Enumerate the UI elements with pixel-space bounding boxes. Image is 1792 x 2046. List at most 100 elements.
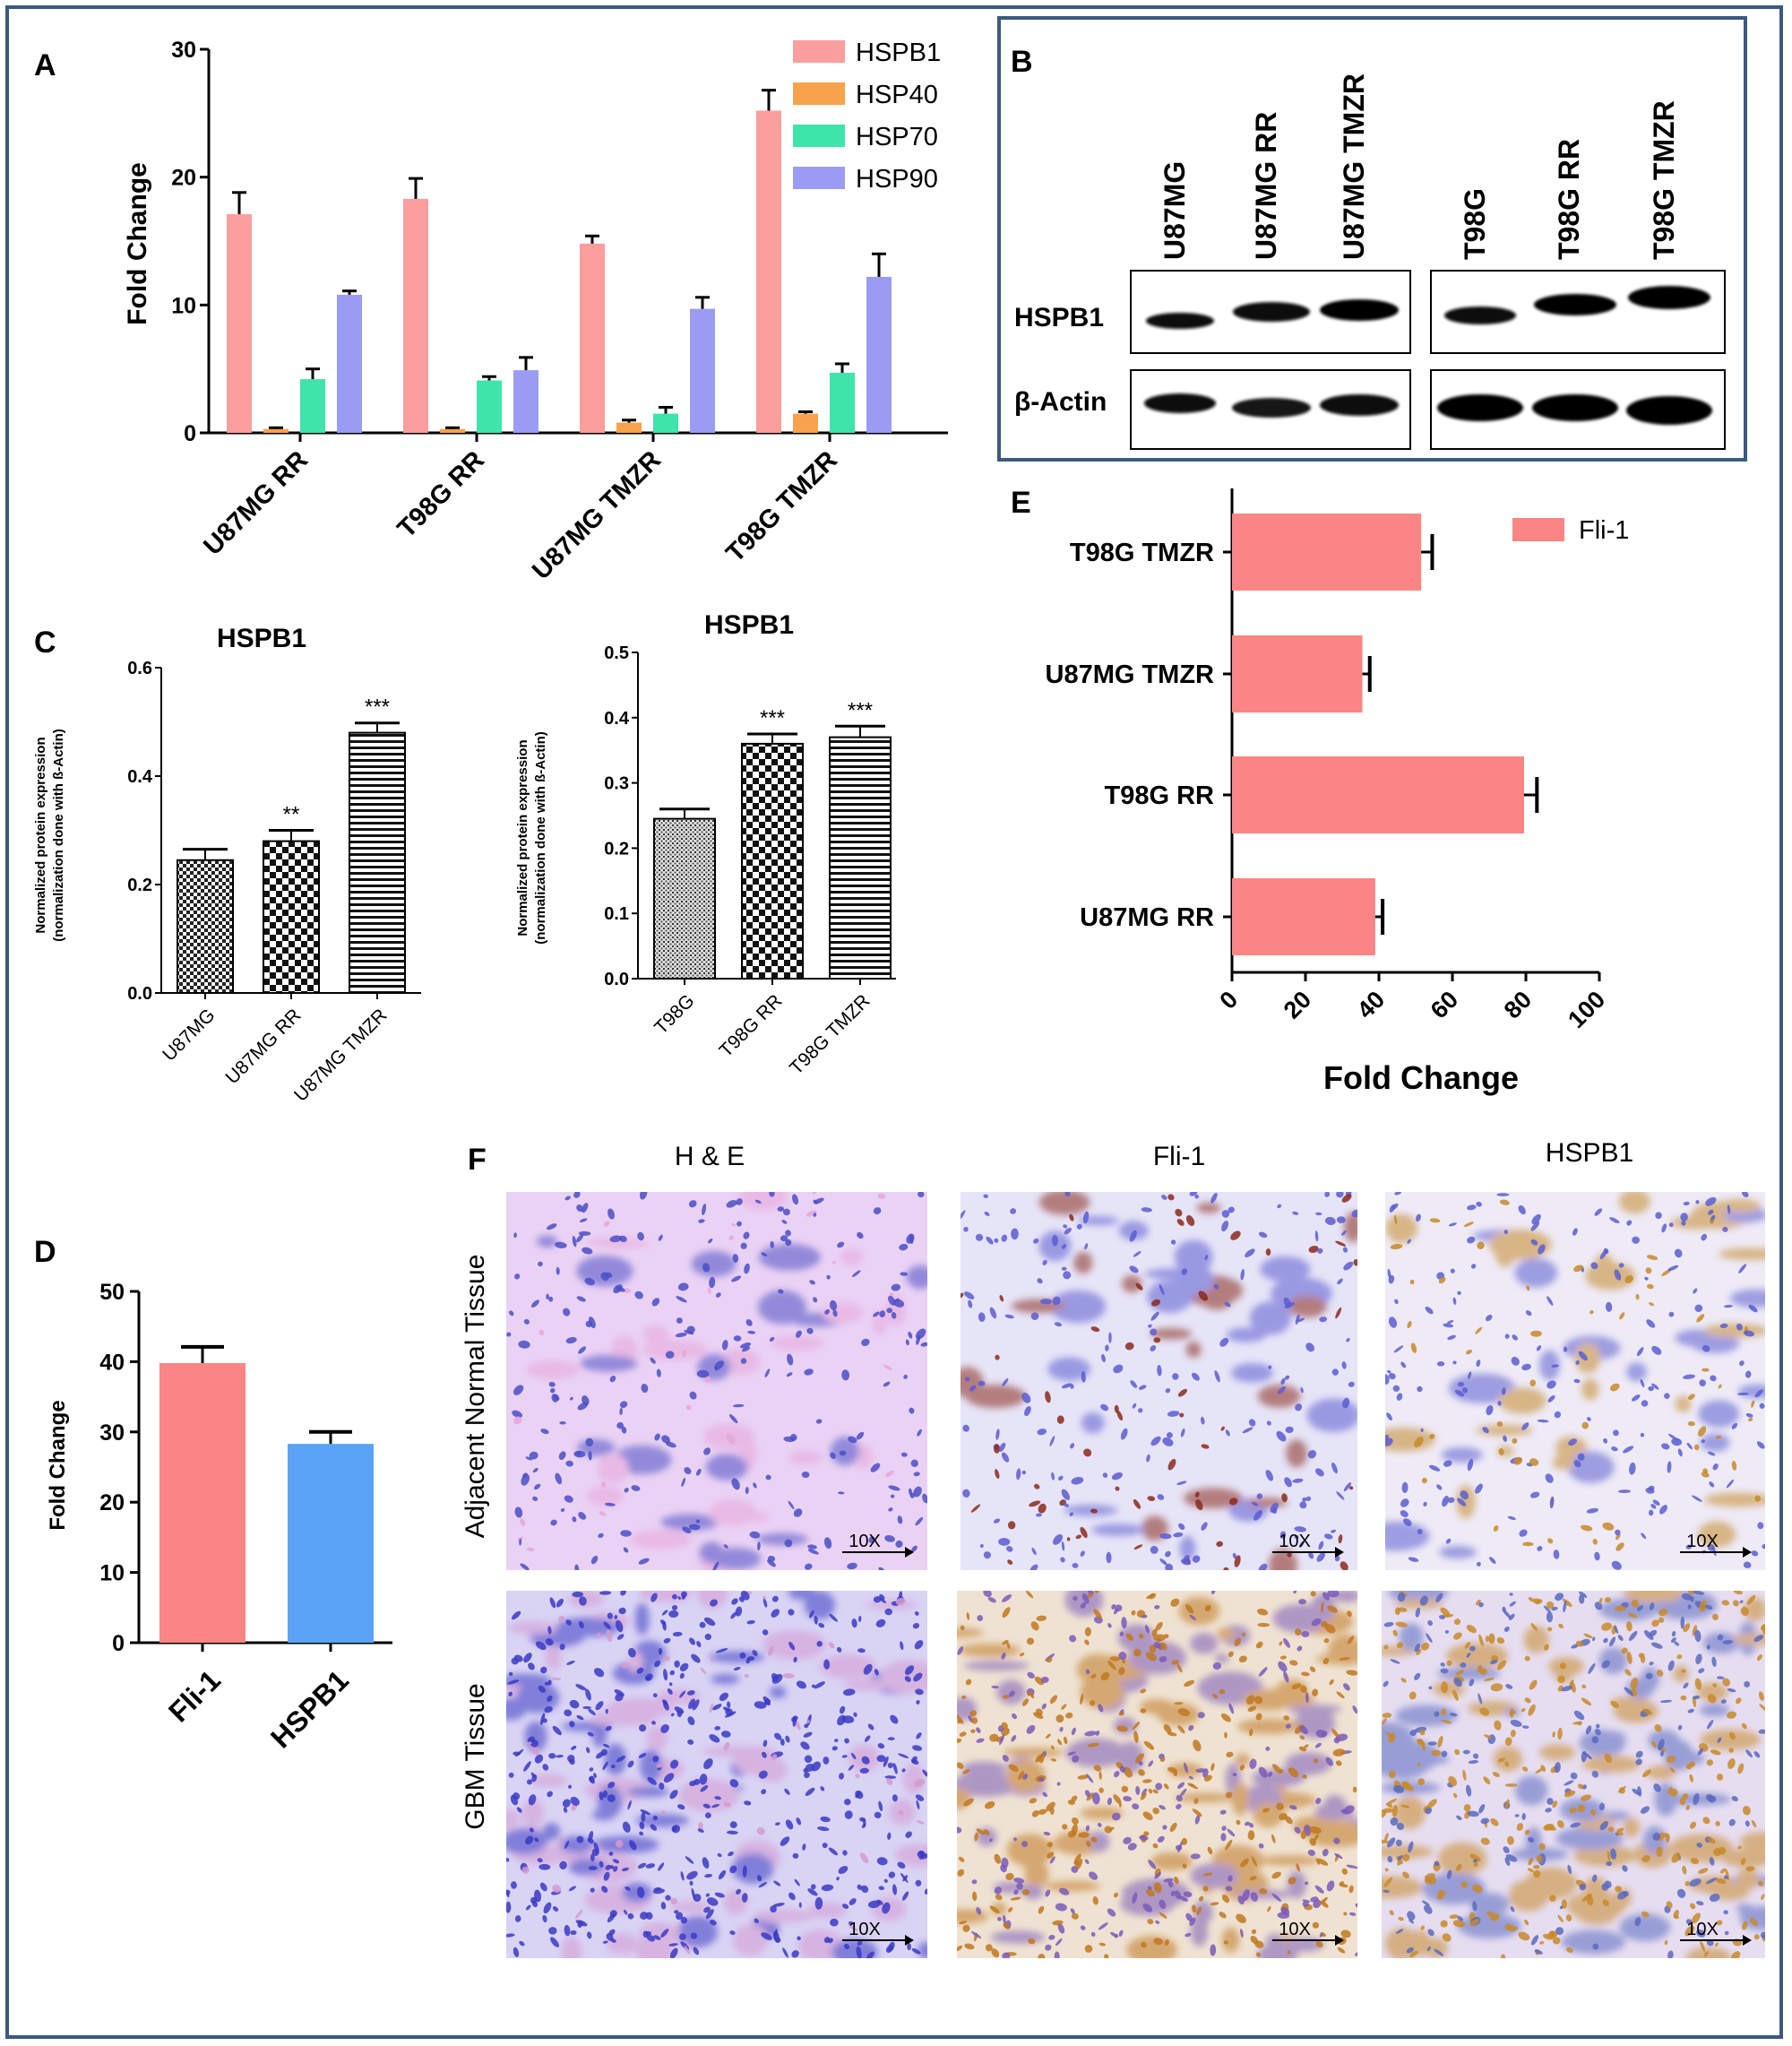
ihc-tile-blotch [1231,1363,1273,1383]
ihc-tile-blotch [1174,1239,1213,1274]
ihc-tile-cell [576,1835,584,1843]
ihc-tile-cell [563,1308,571,1317]
ihc-tile-cell [964,1377,970,1382]
ihc-tile-cell [1524,1697,1531,1704]
ihc-tile-cell [1561,1685,1573,1692]
ihc-tile-cell [1761,1894,1765,1901]
chart-c-right-ytick-label: 0.0 [604,970,629,989]
ihc-tile-cell [886,1308,893,1314]
ihc-tile-cell [696,1640,702,1648]
ihc-tile-cell [920,1342,927,1347]
ihc-tile-cell [914,1611,919,1616]
ihc-tile-cell [1595,1723,1600,1729]
ihc-tile-cell [737,1221,742,1227]
ihc-tile-cell [1567,1864,1572,1875]
ihc-tile-cell [1341,1194,1352,1203]
ihc-tile-cell [624,1488,629,1493]
ihc-tile-cell [658,1647,663,1655]
ihc-tile-cell [976,1828,986,1835]
ihc-tile-cell [530,1772,536,1778]
ihc-tile-cell [1594,1551,1600,1561]
ihc-tile-blotch [1150,1852,1193,1871]
ihc-tile-cell [796,1330,802,1338]
blot-outline [997,16,1747,462]
ihc-tile-cell [769,1192,775,1197]
ihc-tile-cell [1427,1799,1437,1809]
ihc-tile-cell [1145,1888,1155,1897]
ihc-tile-cell [1010,1896,1021,1901]
ihc-tile-cell [669,1670,676,1676]
ihc-tile-cell [1466,1653,1471,1658]
ihc-tile-cell [1119,1631,1124,1636]
ihc-tile-cell [1615,1542,1624,1551]
chart-c-left-ylabel: Normalized protein expression [33,737,48,933]
ihc-tile-cell [1073,1853,1081,1865]
ihc-tile-blotch [1024,1861,1049,1887]
ihc-tile-cell [1353,1259,1357,1266]
ihc-tile-cell [913,1486,922,1498]
ihc-tile-cell [859,1767,870,1774]
ihc-tile-cell [1385,1437,1393,1446]
ihc-tile-cell [853,1712,857,1717]
ihc-tile-cell [1728,1748,1734,1753]
ihc-tile-cell [705,1893,710,1897]
ihc-tile-cell [1338,1534,1343,1544]
ihc-tile-cell [1323,1533,1333,1540]
ihc-tile-cell [1434,1711,1440,1717]
ihc-tile-cell [1265,1470,1274,1481]
ihc-tile-cell [1419,1729,1426,1736]
ihc-tile-cell [884,1608,893,1616]
ihc-tile-blotch [906,1265,927,1290]
ihc-tile-cell [1476,1360,1481,1368]
ihc-tile-cell [886,1777,893,1785]
ihc-tile-cell [570,1396,573,1401]
ihc-tile-blotch [536,1235,558,1247]
ihc-tile-cell [1268,1365,1272,1369]
ihc-tile-cell [1728,1818,1736,1826]
ihc-tile-cell [1305,1692,1309,1704]
ihc-tile-cell [1615,1605,1626,1611]
ihc-tile-cell [1440,1668,1449,1674]
ihc-tile-cell [1552,1937,1561,1945]
ihc-tile-cell [1061,1244,1067,1249]
ihc-tile-cell [1140,1792,1147,1800]
ihc-tile-cell [1668,1311,1675,1317]
ihc-tile-cell [621,1867,629,1871]
ihc-tile-cell [877,1193,886,1199]
ihc-tile-cell [1616,1827,1624,1833]
chart-a-legend-label: HSPB1 [856,39,941,67]
ihc-tile-cell [1046,1801,1055,1812]
ihc-tile-cell [676,1804,685,1810]
ihc-tile-cell [989,1905,1000,1914]
ihc-tile-cell [1661,1443,1670,1450]
ihc-tile-cell [1324,1216,1336,1225]
ihc-tile-blotch [831,1938,878,1958]
ihc-tile-cell [534,1754,544,1764]
ihc-tile-cell [1575,1640,1584,1647]
ihc-tile-cell [1549,1895,1556,1903]
ihc-tile-cell [829,1613,838,1622]
ihc-tile-cell [1470,1264,1477,1269]
ihc-tile-cell [1008,1907,1013,1912]
ihc-tile-cell [922,1769,927,1777]
ihc-tile-cell [1716,1676,1725,1679]
ihc-tile-cell [1176,1218,1185,1226]
ihc-tile-blotch [1091,1524,1144,1536]
ihc-tile-cell [697,1828,704,1833]
ihc-tile-cell [1090,1931,1096,1937]
ihc-tile-cell [1640,1432,1645,1437]
ihc-tile-blotch [1399,1623,1424,1652]
ihc-tile-cell [653,1660,661,1668]
ihc-tile-cell [1006,1641,1011,1649]
ihc-tile-cell [1249,1876,1257,1881]
ihc-tile-cell [1694,1678,1702,1690]
ihc-tile-cell [989,1733,999,1742]
ihc-tile-cell [1383,1889,1390,1894]
blot-row-label-hspb1: HSPB1 [1014,303,1104,332]
ihc-tile-cell [762,1696,771,1706]
ihc-tile-cell [1132,1892,1138,1904]
ihc-tile-cell [898,1753,909,1758]
ihc-tile-cell [556,1266,560,1275]
ihc-tile-cell [780,1836,790,1846]
